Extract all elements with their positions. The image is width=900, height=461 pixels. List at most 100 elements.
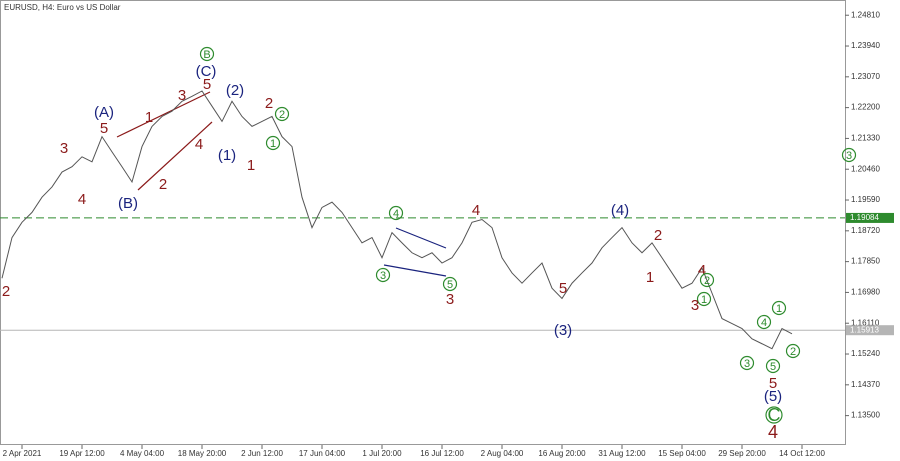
wedge-line bbox=[116, 91, 211, 138]
x-tick-label: 31 Aug 12:00 bbox=[598, 449, 646, 458]
wave-label-text: 4 bbox=[195, 136, 203, 153]
price-label-box bbox=[846, 212, 894, 223]
wave-circle bbox=[388, 205, 404, 221]
wave-label-text: 1 bbox=[646, 269, 654, 286]
y-tick-label: 1.19590 bbox=[851, 195, 880, 204]
wave-label: C bbox=[765, 405, 783, 425]
wave-label: (2) bbox=[226, 82, 244, 99]
wave-label: 3 bbox=[691, 297, 699, 314]
wave-label: (B) bbox=[118, 195, 138, 212]
wave-label: 2 bbox=[274, 106, 290, 122]
wave-circle bbox=[375, 267, 391, 283]
x-tick-label: 18 May 20:00 bbox=[178, 449, 227, 458]
wave-label: 4 bbox=[78, 191, 86, 208]
wave-label-text: 5 bbox=[559, 280, 567, 297]
wave-label-text: 3 bbox=[744, 358, 750, 370]
wave-label: 2 bbox=[699, 272, 715, 288]
wave-label-text: 3 bbox=[846, 150, 852, 162]
wave-circle bbox=[699, 272, 715, 288]
chart-title: EURUSD, H4: Euro vs US Dollar bbox=[4, 3, 121, 12]
y-tick-label: 1.18720 bbox=[851, 226, 880, 235]
wave-label: (3) bbox=[554, 322, 572, 339]
x-tick-label: 1 Jul 20:00 bbox=[362, 449, 402, 458]
wave-label: 2 bbox=[159, 176, 167, 193]
y-tick-label: 1.21330 bbox=[851, 134, 880, 143]
wave-circle bbox=[756, 314, 772, 330]
wave-label: B bbox=[199, 46, 215, 62]
y-tick-label: 1.22200 bbox=[851, 103, 880, 112]
y-tick-label: 1.15240 bbox=[851, 349, 880, 358]
wave-label: 3 bbox=[841, 147, 857, 163]
wave-label: 5 bbox=[203, 76, 211, 93]
wave-label: (C) bbox=[196, 63, 217, 80]
wave-label: 3 bbox=[446, 291, 454, 308]
y-tick-label: 1.20460 bbox=[851, 164, 880, 173]
wave-label: 5 bbox=[769, 375, 777, 392]
wave-label-text: 3 bbox=[178, 87, 186, 104]
wave-label: 3 bbox=[60, 140, 68, 157]
wave-circle bbox=[765, 406, 783, 424]
y-tick-label: 1.14370 bbox=[851, 380, 880, 389]
wave-label-text: 2 bbox=[265, 95, 273, 112]
price-label: 1.19084 bbox=[850, 213, 879, 222]
wave-circle bbox=[442, 276, 458, 292]
wave-label: 5 bbox=[559, 280, 567, 297]
wave-label: 4 bbox=[698, 262, 706, 279]
wave-label-text: 5 bbox=[769, 375, 777, 392]
wave-label-text: (4) bbox=[611, 202, 629, 219]
wave-label-text: 2 bbox=[2, 283, 10, 300]
wave-circle bbox=[739, 355, 755, 371]
wave-label: 5 bbox=[100, 120, 108, 137]
wave-label: (4) bbox=[611, 202, 629, 219]
wave-label-text: 4 bbox=[698, 262, 706, 279]
wave-circle bbox=[274, 106, 290, 122]
price-label-box bbox=[846, 325, 894, 336]
triangle-line bbox=[395, 227, 447, 249]
wave-label-text: (B) bbox=[118, 195, 138, 212]
wave-label-text: 5 bbox=[100, 120, 108, 137]
wave-label-text: 1 bbox=[776, 303, 782, 315]
wave-circle bbox=[785, 343, 801, 359]
wave-label: (A) bbox=[94, 104, 114, 121]
wave-label-text: (5) bbox=[764, 388, 782, 405]
wave-label: 4 bbox=[756, 314, 772, 330]
wave-label: 2 bbox=[785, 343, 801, 359]
wave-label: 1 bbox=[145, 109, 153, 126]
price-line-series bbox=[1, 90, 793, 350]
wave-label-text: 4 bbox=[78, 191, 86, 208]
wave-circle bbox=[696, 291, 712, 307]
x-tick-label: 2 Jun 12:00 bbox=[241, 449, 283, 458]
x-tick-label: 29 Sep 20:00 bbox=[718, 449, 766, 458]
wave-label: (5) bbox=[764, 388, 782, 405]
x-tick-label: 14 Oct 12:00 bbox=[779, 449, 825, 458]
wave-label-text: 3 bbox=[380, 270, 386, 282]
wave-label-text: 2 bbox=[790, 346, 796, 358]
wave-label-text: 5 bbox=[203, 76, 211, 93]
wave-label: 4 bbox=[195, 136, 203, 153]
wave-label: 4 bbox=[768, 422, 778, 442]
x-tick-label: 16 Aug 20:00 bbox=[538, 449, 586, 458]
wave-label: 4 bbox=[388, 205, 404, 221]
wave-label-text: 4 bbox=[761, 317, 767, 329]
wave-label-text: 1 bbox=[270, 138, 276, 150]
y-tick-label: 1.16110 bbox=[851, 318, 880, 327]
wave-label-text: C bbox=[768, 405, 781, 425]
wave-label-text: 2 bbox=[704, 275, 710, 287]
x-tick-label: 16 Jul 12:00 bbox=[420, 449, 464, 458]
triangle-line bbox=[383, 264, 447, 277]
wave-label-text: 1 bbox=[247, 157, 255, 174]
wave-label: 1 bbox=[696, 291, 712, 307]
wave-label-text: 4 bbox=[393, 208, 399, 220]
y-tick-label: 1.23940 bbox=[851, 41, 880, 50]
x-tick-label: 4 May 04:00 bbox=[120, 449, 165, 458]
y-tick-label: 1.16980 bbox=[851, 288, 880, 297]
wave-label: 1 bbox=[646, 269, 654, 286]
wave-label: 2 bbox=[654, 227, 662, 244]
wave-label: 2 bbox=[265, 95, 273, 112]
wave-label: 4 bbox=[472, 202, 480, 219]
wave-label: 3 bbox=[739, 355, 755, 371]
wave-label: 5 bbox=[442, 276, 458, 292]
wave-label-text: B bbox=[203, 49, 210, 61]
wave-label: 3 bbox=[178, 87, 186, 104]
